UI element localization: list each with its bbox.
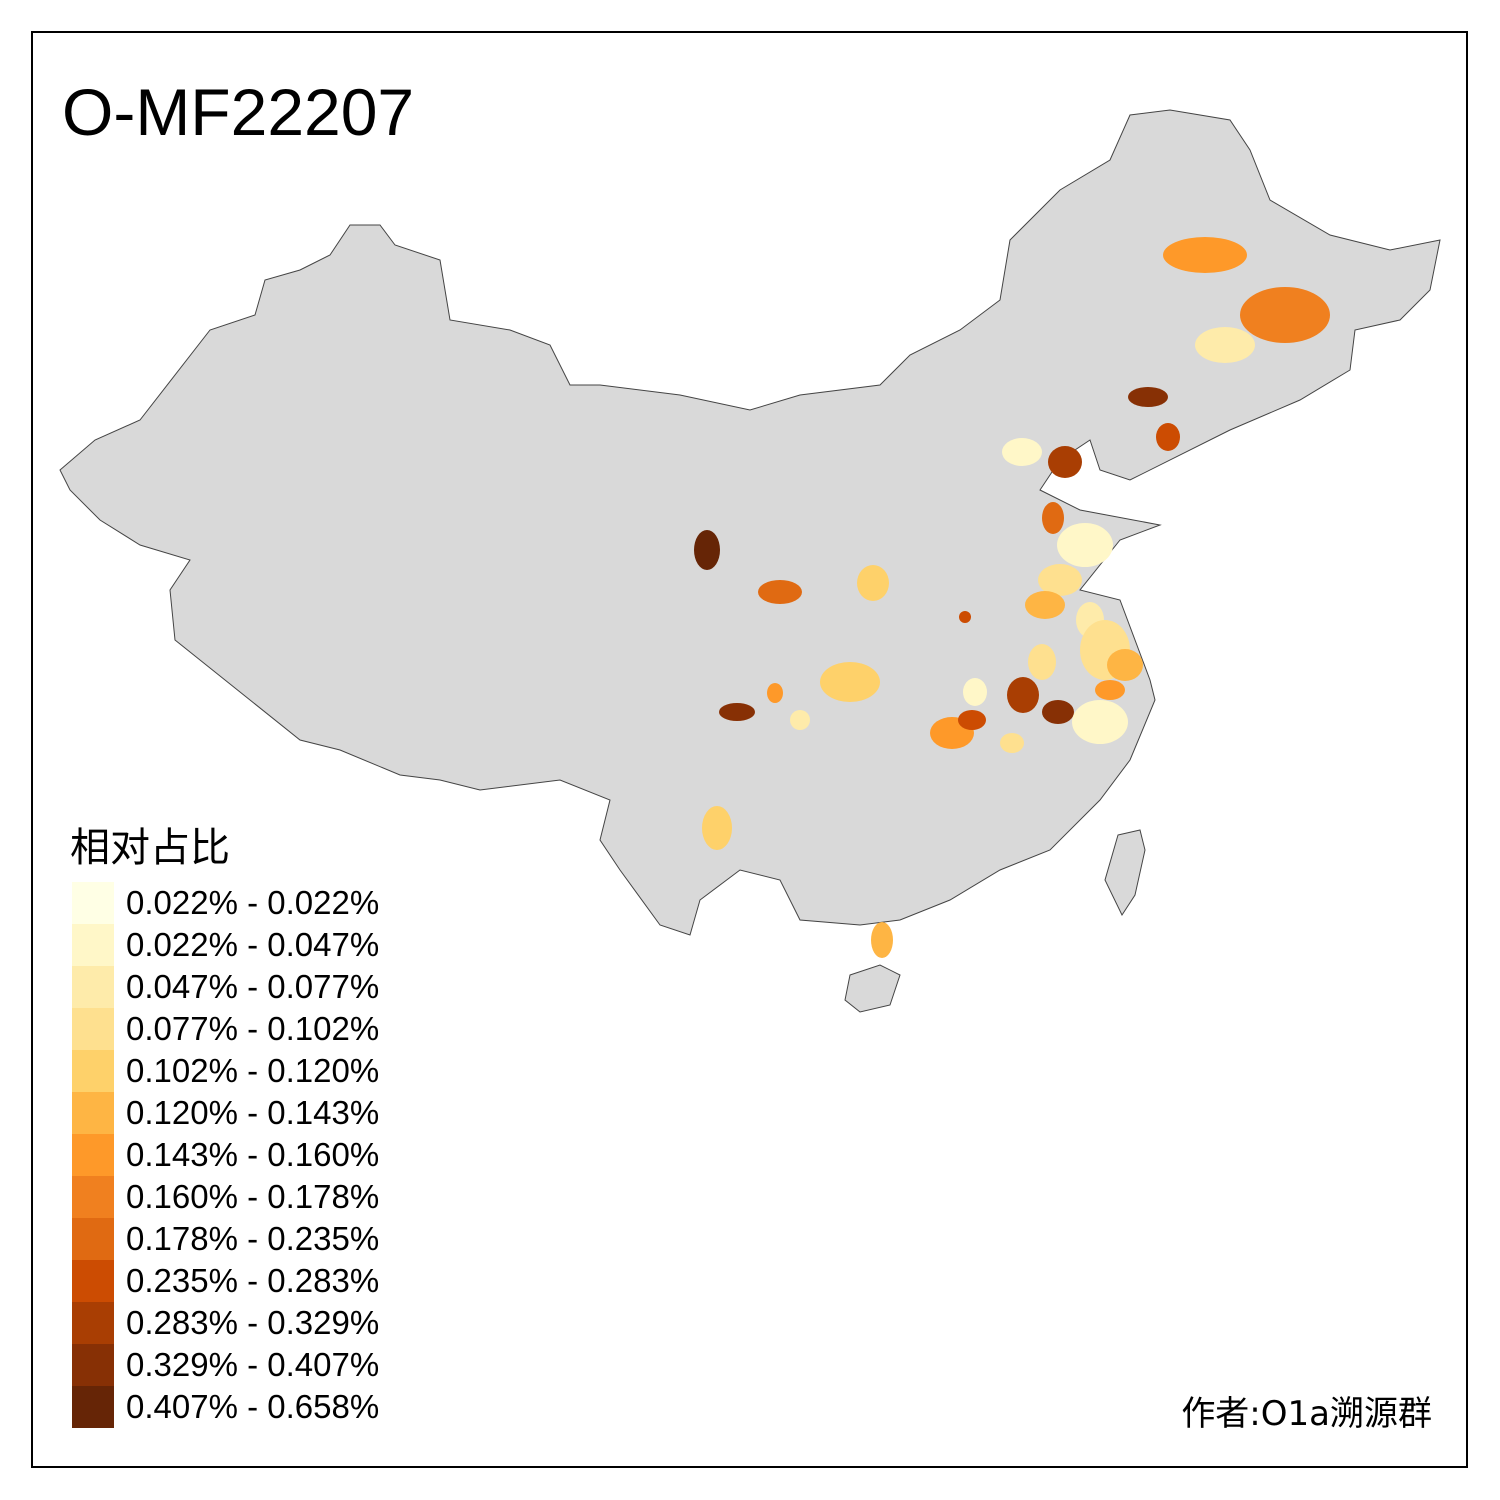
legend-label: 0.047% - 0.077% xyxy=(126,968,380,1005)
legend-swatch xyxy=(72,1218,114,1260)
legend-swatch xyxy=(72,1008,114,1050)
legend-swatch xyxy=(72,1260,114,1302)
legend-item: 0.160% - 0.178% xyxy=(72,1176,379,1218)
region-highlight xyxy=(1025,591,1065,619)
region-highlight xyxy=(1095,680,1125,700)
legend-swatch xyxy=(72,1176,114,1218)
region-highlight xyxy=(1057,523,1113,567)
region-highlight xyxy=(820,662,880,702)
region-highlight xyxy=(857,565,889,601)
author-credit: 作者:O1a溯源群 xyxy=(1181,1394,1432,1434)
region-highlight xyxy=(963,678,987,706)
region-highlight xyxy=(1000,733,1024,753)
legend-item: 0.047% - 0.077% xyxy=(72,966,379,1008)
region-highlight xyxy=(1072,700,1128,744)
legend-label: 0.178% - 0.235% xyxy=(126,1220,380,1257)
legend-label: 0.022% - 0.022% xyxy=(126,884,380,921)
region-highlight xyxy=(702,806,732,850)
legend-swatch xyxy=(72,1134,114,1176)
legend-label: 0.143% - 0.160% xyxy=(126,1136,380,1173)
legend-swatch xyxy=(72,966,114,1008)
region-highlight xyxy=(1042,700,1074,724)
region-highlight xyxy=(958,710,986,730)
region-highlight xyxy=(1042,502,1064,534)
region-highlight xyxy=(1195,327,1255,363)
region-highlight xyxy=(1163,237,1247,273)
region-highlight xyxy=(871,922,893,958)
region-highlight xyxy=(1002,438,1042,466)
legend-label: 0.120% - 0.143% xyxy=(126,1094,380,1131)
legend-swatch xyxy=(72,924,114,966)
region-highlight xyxy=(1107,649,1143,681)
region-highlight xyxy=(790,710,810,730)
legend-swatch xyxy=(72,1386,114,1428)
legend-item: 0.235% - 0.283% xyxy=(72,1260,379,1302)
map-title: O-MF22207 xyxy=(62,75,415,149)
legend-label: 0.329% - 0.407% xyxy=(126,1346,380,1383)
legend-label: 0.102% - 0.120% xyxy=(126,1052,380,1089)
region-highlight xyxy=(1156,423,1180,451)
legend-title: 相对占比 xyxy=(70,825,230,871)
legend-item: 0.407% - 0.658% xyxy=(72,1386,379,1428)
legend-item: 0.178% - 0.235% xyxy=(72,1218,379,1260)
legend-item: 0.329% - 0.407% xyxy=(72,1344,379,1386)
legend-item: 0.077% - 0.102% xyxy=(72,1008,379,1050)
hainan xyxy=(844,964,901,1013)
region-highlight xyxy=(1007,677,1039,713)
region-highlight xyxy=(1240,287,1330,343)
region-highlight xyxy=(719,703,755,721)
legend-label: 0.407% - 0.658% xyxy=(126,1388,380,1425)
legend-swatch xyxy=(72,1344,114,1386)
legend-label: 0.235% - 0.283% xyxy=(126,1262,380,1299)
region-highlight xyxy=(758,580,802,604)
map-frame xyxy=(31,31,1468,1468)
legend-item: 0.022% - 0.022% xyxy=(72,882,379,924)
mainland-china xyxy=(59,109,1441,936)
legend-label: 0.022% - 0.047% xyxy=(126,926,380,963)
legend-item: 0.120% - 0.143% xyxy=(72,1092,379,1134)
region-highlight xyxy=(1128,387,1168,407)
legend-item: 0.143% - 0.160% xyxy=(72,1134,379,1176)
legend-label: 0.283% - 0.329% xyxy=(126,1304,380,1341)
legend-label: 0.077% - 0.102% xyxy=(126,1010,380,1047)
legend-item: 0.022% - 0.047% xyxy=(72,924,379,966)
region-highlight xyxy=(1048,446,1082,478)
legend: 0.022% - 0.022% 0.022% - 0.047% 0.047% - 0… xyxy=(72,882,379,1428)
region-highlight xyxy=(1038,564,1082,596)
legend-item: 0.102% - 0.120% xyxy=(72,1050,379,1092)
legend-swatch xyxy=(72,1302,114,1344)
region-highlight xyxy=(1028,644,1056,680)
region-highlight xyxy=(694,530,720,570)
legend-swatch xyxy=(72,1050,114,1092)
legend-label: 0.160% - 0.178% xyxy=(126,1178,380,1215)
region-highlight xyxy=(959,611,971,623)
legend-item: 0.283% - 0.329% xyxy=(72,1302,379,1344)
legend-swatch xyxy=(72,1092,114,1134)
taiwan xyxy=(1104,829,1146,917)
legend-swatch xyxy=(72,882,114,924)
region-highlight xyxy=(767,683,783,703)
